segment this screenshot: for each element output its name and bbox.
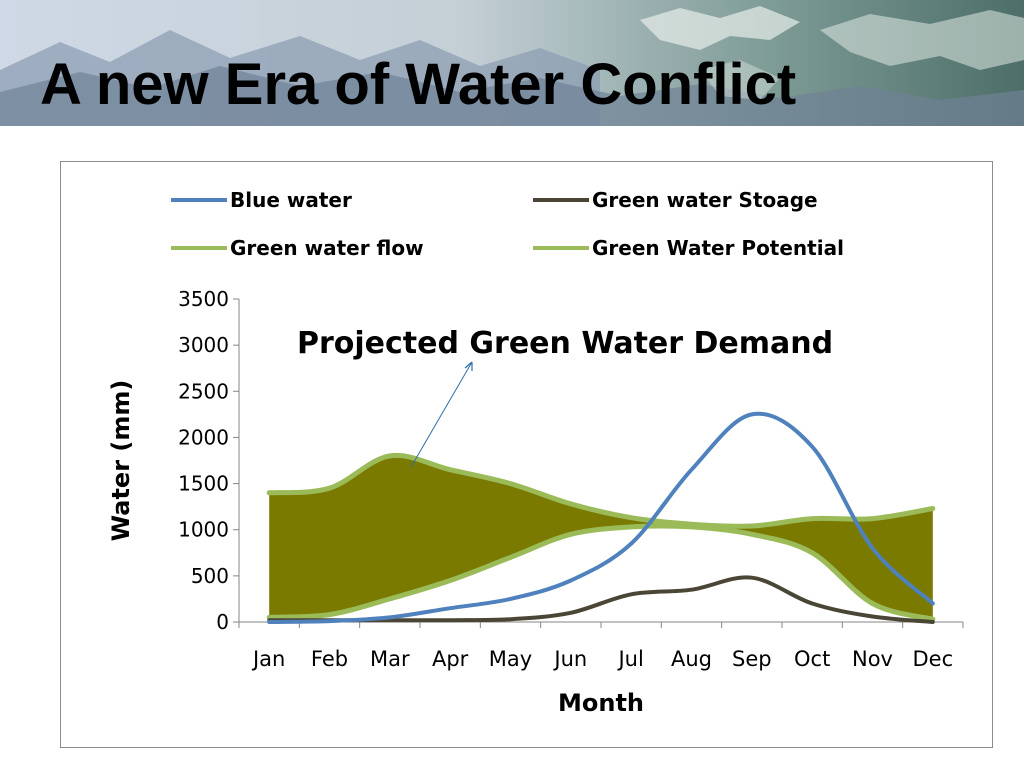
y-tick-label: 3500 bbox=[178, 287, 229, 311]
green-water-demand-area bbox=[269, 455, 933, 620]
x-tick-label: Sep bbox=[732, 647, 772, 671]
x-tick-label: Jun bbox=[552, 647, 587, 671]
y-axis-title: Water (mm) bbox=[107, 380, 135, 542]
y-tick-label: 500 bbox=[191, 564, 229, 588]
legend-label: Green water flow bbox=[230, 236, 424, 260]
x-tick-label: Feb bbox=[311, 647, 348, 671]
chart-container: 0 500 1000 1500 2000 2500 3000 3500 Jan Feb Mar Apr… bbox=[60, 161, 993, 748]
series-line-green-water-potential bbox=[266, 452, 936, 529]
x-tick-label: Dec bbox=[913, 647, 954, 671]
annotation-arrow bbox=[410, 361, 473, 468]
series-line-green-water-flow bbox=[266, 523, 936, 622]
annotation-arrowhead bbox=[464, 361, 473, 371]
slide-title: A new Era of Water Conflict bbox=[40, 52, 797, 117]
x-axis-title: Month bbox=[558, 689, 644, 717]
x-tick-label: May bbox=[489, 647, 532, 671]
x-tick-label: Jul bbox=[616, 647, 643, 671]
series-line-blue-water bbox=[267, 411, 935, 624]
y-tick-label: 2000 bbox=[178, 425, 229, 449]
x-tick-label: Mar bbox=[370, 647, 410, 671]
legend-label: Blue water bbox=[230, 188, 352, 212]
y-tick-label: 2500 bbox=[178, 379, 229, 403]
y-tick-label: 3000 bbox=[178, 333, 229, 357]
water-chart: 0 500 1000 1500 2000 2500 3000 3500 Jan Feb Mar Apr… bbox=[107, 188, 964, 717]
x-tick-label: Apr bbox=[432, 647, 469, 671]
legend-label: Green Water Potential bbox=[592, 236, 844, 260]
y-tick-label: 1500 bbox=[178, 472, 229, 496]
legend-label: Green water Stoage bbox=[592, 188, 818, 212]
annotation-label: Projected Green Water Demand bbox=[297, 326, 833, 361]
x-tick-label: Oct bbox=[794, 647, 830, 671]
series-line-green-water-stoage bbox=[267, 575, 935, 624]
title-banner: A new Era of Water Conflict bbox=[0, 0, 1024, 126]
y-tick-label: 1000 bbox=[178, 518, 229, 542]
y-tick-label: 0 bbox=[216, 610, 229, 634]
mountain-world-map-background bbox=[0, 0, 1024, 126]
x-tick-label: Aug bbox=[671, 647, 712, 671]
x-tick-label: Nov bbox=[852, 647, 893, 671]
x-tick-label: Jan bbox=[251, 647, 285, 671]
